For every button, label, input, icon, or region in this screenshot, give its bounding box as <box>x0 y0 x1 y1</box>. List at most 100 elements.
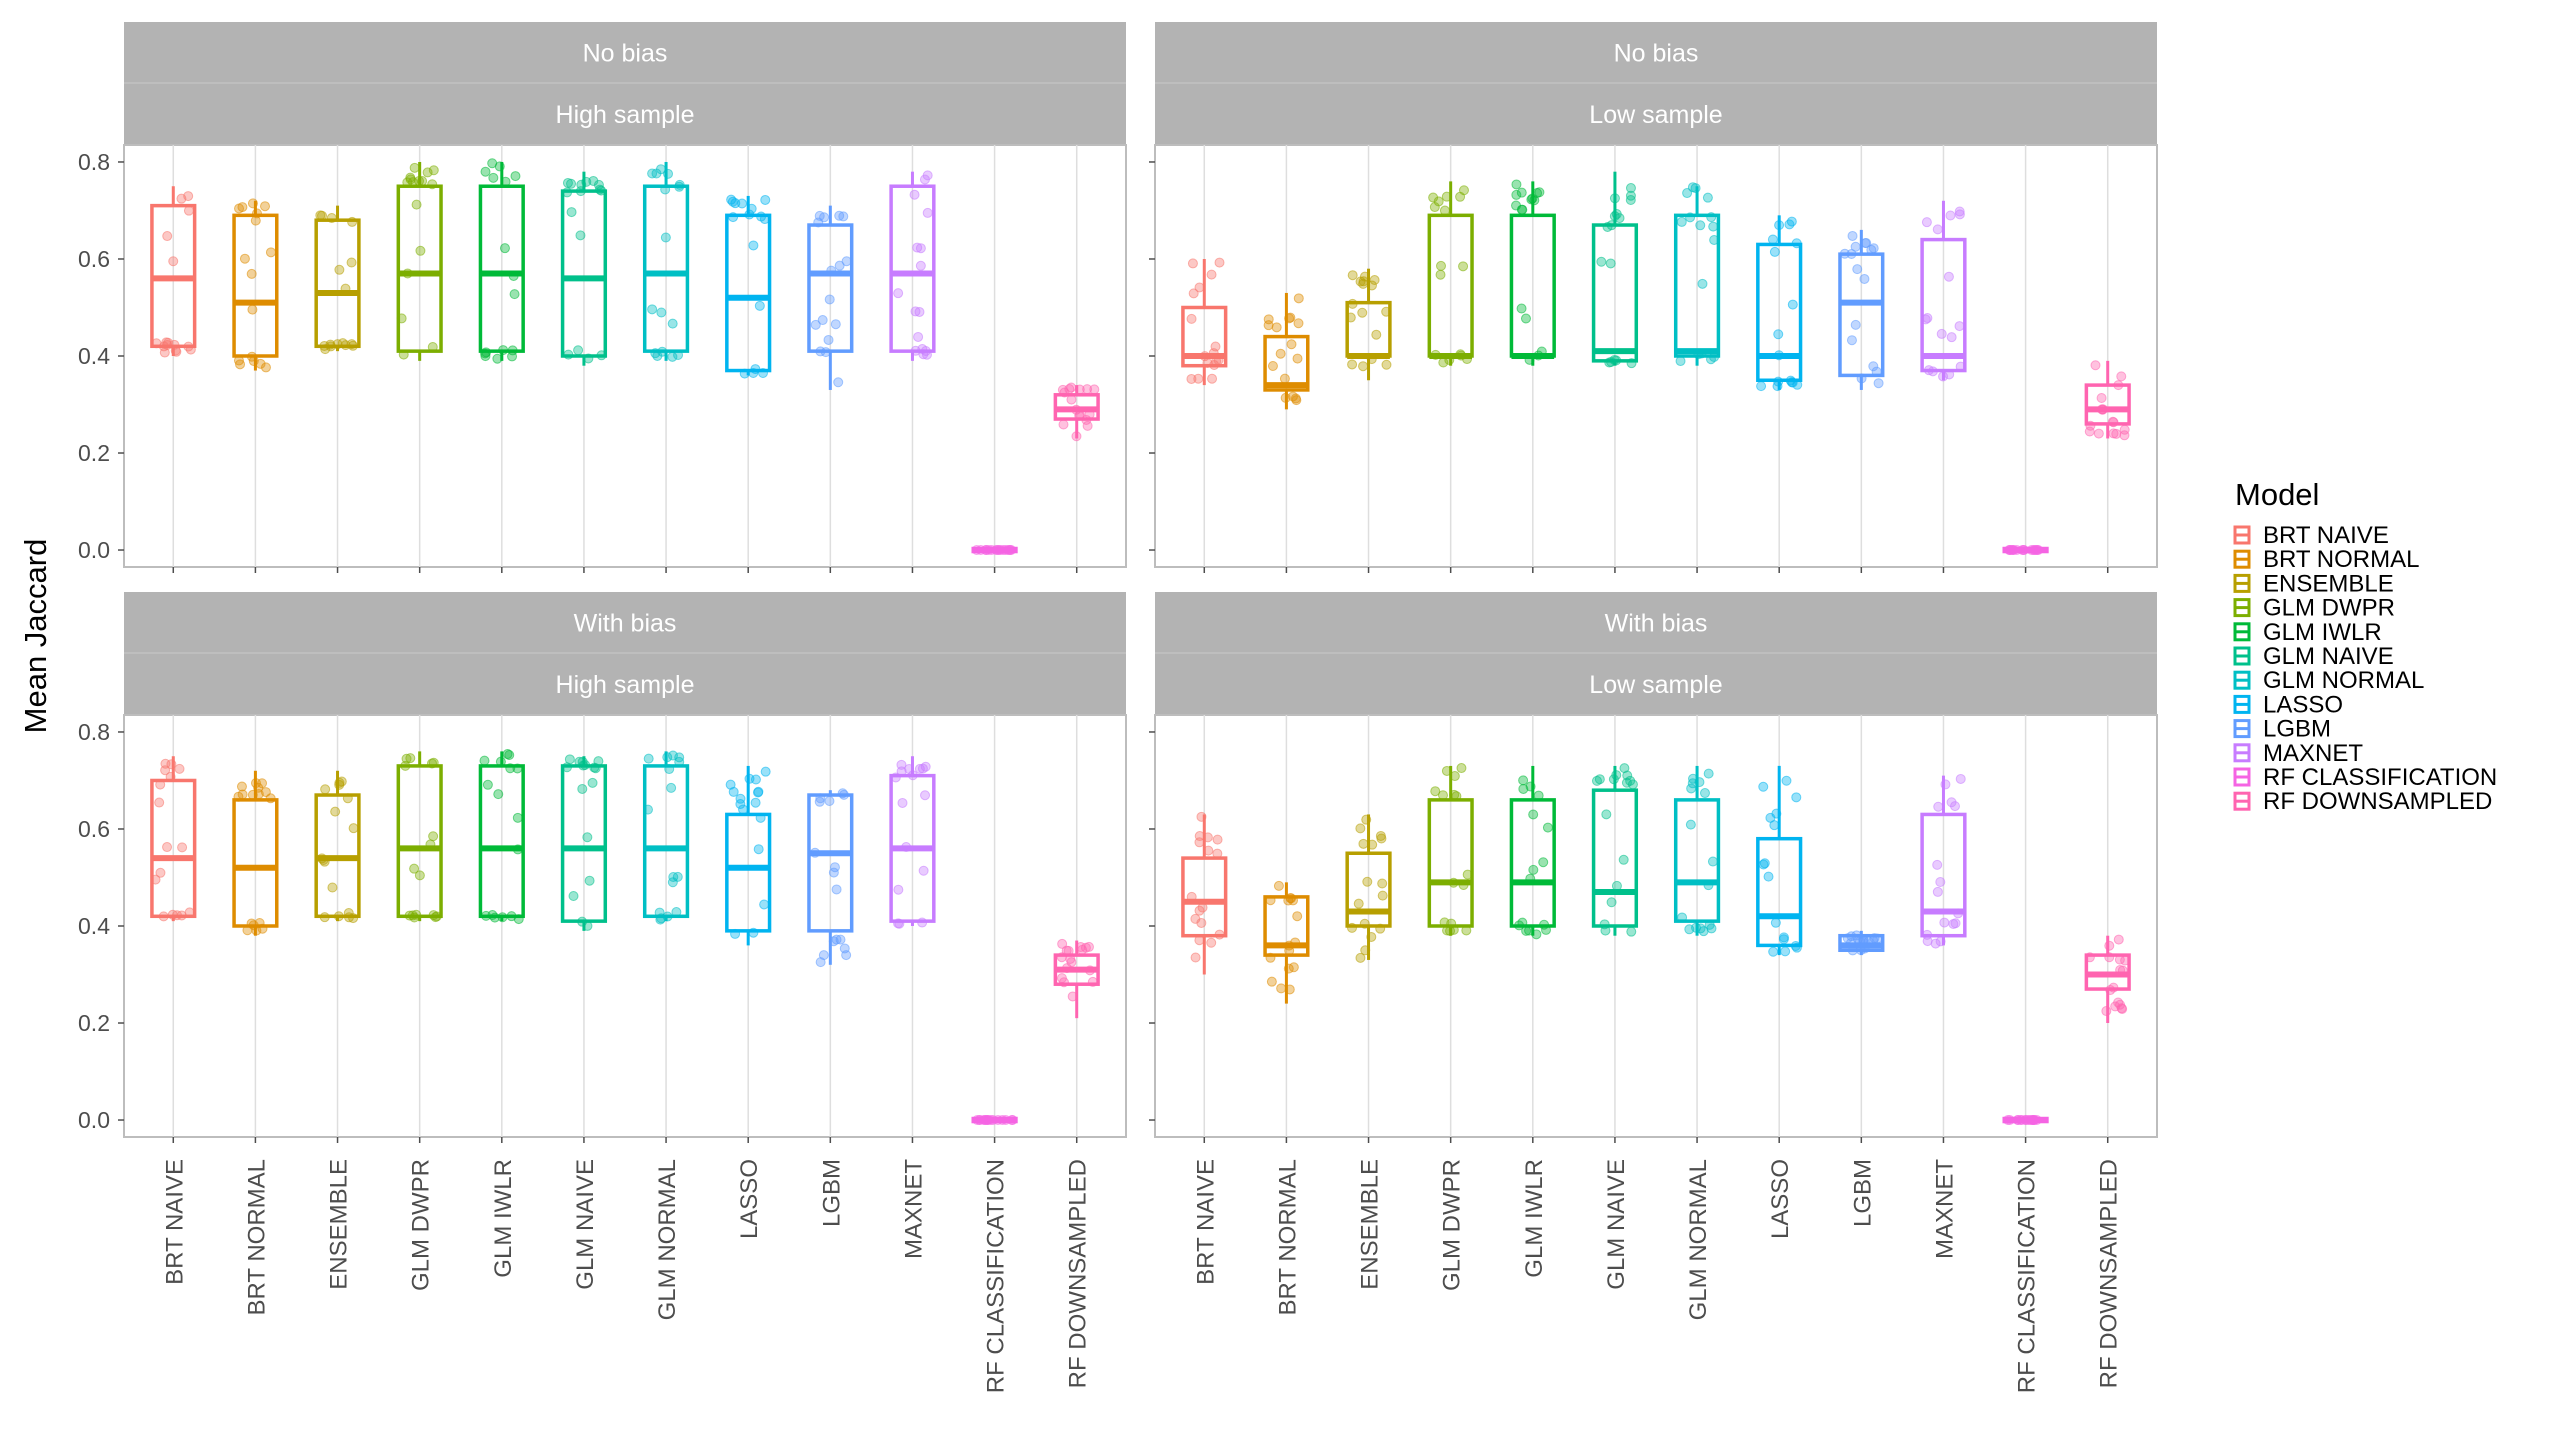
data-point <box>1954 206 1965 217</box>
x-tick-label: LASSO <box>736 1159 763 1239</box>
data-point <box>577 783 588 794</box>
y-tick-label: 0.6 <box>78 816 110 842</box>
box-brt-normal <box>232 770 279 936</box>
data-point <box>1082 420 1093 431</box>
data-point <box>566 207 577 218</box>
box-maxnet <box>1920 773 1967 949</box>
box-lasso <box>725 194 772 379</box>
facet-strip-bottom-label: Low sample <box>1589 101 1722 129</box>
box-iqr <box>1838 252 1885 378</box>
x-tick-label: GLM NORMAL <box>1685 1159 1712 1320</box>
data-point <box>1697 278 1708 289</box>
data-point <box>1358 838 1369 849</box>
data-point <box>1528 864 1539 875</box>
box-lasso <box>725 765 772 946</box>
data-point <box>183 205 194 216</box>
box-maxnet <box>1920 200 1967 382</box>
data-point <box>1770 917 1781 928</box>
box-iqr <box>1181 305 1228 368</box>
box-iqr <box>1509 798 1556 928</box>
data-point <box>177 842 188 853</box>
data-point <box>920 790 931 801</box>
data-point <box>1695 220 1706 231</box>
data-point <box>1626 926 1637 937</box>
data-point <box>914 306 925 317</box>
x-tick-label: LASSO <box>1767 1159 1794 1239</box>
data-point <box>1347 270 1358 281</box>
data-point <box>1936 328 1947 339</box>
x-tick-label: RF DOWNSAMPLED <box>1065 1159 1092 1388</box>
data-point <box>660 232 671 243</box>
data-point <box>510 171 521 182</box>
data-point <box>414 870 425 881</box>
data-point <box>1528 809 1539 820</box>
data-point <box>1765 812 1776 823</box>
data-point <box>1759 858 1770 869</box>
data-point <box>1625 194 1636 205</box>
data-point <box>1686 783 1697 794</box>
data-point <box>1682 188 1693 199</box>
data-point <box>1347 359 1358 370</box>
data-point <box>915 260 926 271</box>
data-point <box>1698 926 1709 937</box>
data-point <box>667 318 678 329</box>
data-point <box>893 884 904 895</box>
data-point <box>1355 952 1366 963</box>
facet-strip-top <box>1155 592 2157 653</box>
data-point <box>909 189 920 200</box>
box-rf-downsampled <box>2084 934 2131 1024</box>
data-point <box>2090 360 2101 371</box>
data-point <box>246 268 257 279</box>
legend-item: GLM IWLR <box>2233 619 2382 646</box>
data-point <box>320 784 331 795</box>
data-point <box>750 774 761 785</box>
data-point <box>248 356 259 367</box>
box-glm-dwpr <box>1427 181 1474 368</box>
data-point <box>1538 857 1549 868</box>
data-point <box>1273 880 1284 891</box>
data-point <box>1286 339 1297 350</box>
data-point <box>509 289 520 300</box>
data-point <box>1456 763 1467 774</box>
box-glm-naive <box>560 754 608 931</box>
data-point <box>1516 303 1527 314</box>
data-point <box>1935 876 1946 887</box>
data-point <box>1596 256 1607 267</box>
data-point <box>346 257 357 268</box>
box-brt-normal <box>1263 292 1310 410</box>
data-point <box>154 797 165 808</box>
data-point <box>1946 332 1957 343</box>
facet-panel: With bias Low sample BRT NAIVE BRT NORMAL EN… <box>1149 592 2158 1393</box>
box-iqr <box>150 778 197 919</box>
box-iqr <box>1756 836 1803 948</box>
data-point <box>1787 299 1798 310</box>
facet-strip-bottom-label: High sample <box>556 671 695 699</box>
data-point <box>499 243 510 254</box>
data-point <box>1780 946 1791 957</box>
data-point <box>1511 179 1522 190</box>
data-point <box>2104 940 2115 951</box>
box-iqr <box>560 764 608 923</box>
legend-item: RF DOWNSAMPLED <box>2233 788 2492 815</box>
legend-item: GLM DWPR <box>2233 595 2395 622</box>
data-point <box>1685 819 1696 830</box>
box-rf-downsampled <box>2084 360 2131 441</box>
data-point <box>1786 216 1797 227</box>
x-tick-label: GLM DWPR <box>1439 1159 1466 1291</box>
data-point <box>748 240 759 251</box>
data-point <box>409 162 420 173</box>
x-tick-label: RF DOWNSAMPLED <box>2096 1159 2123 1388</box>
data-point <box>482 779 493 790</box>
data-point <box>1291 395 1302 406</box>
x-tick-label: LGBM <box>1849 1159 1876 1227</box>
panel-background <box>123 714 1127 1138</box>
data-point <box>656 307 667 318</box>
data-point <box>728 786 739 797</box>
box-glm-normal <box>642 161 690 362</box>
box-iqr <box>807 223 854 353</box>
data-point <box>655 164 666 175</box>
legend-item: MAXNET <box>2233 740 2363 767</box>
data-point <box>1276 983 1287 994</box>
data-point <box>428 165 439 176</box>
